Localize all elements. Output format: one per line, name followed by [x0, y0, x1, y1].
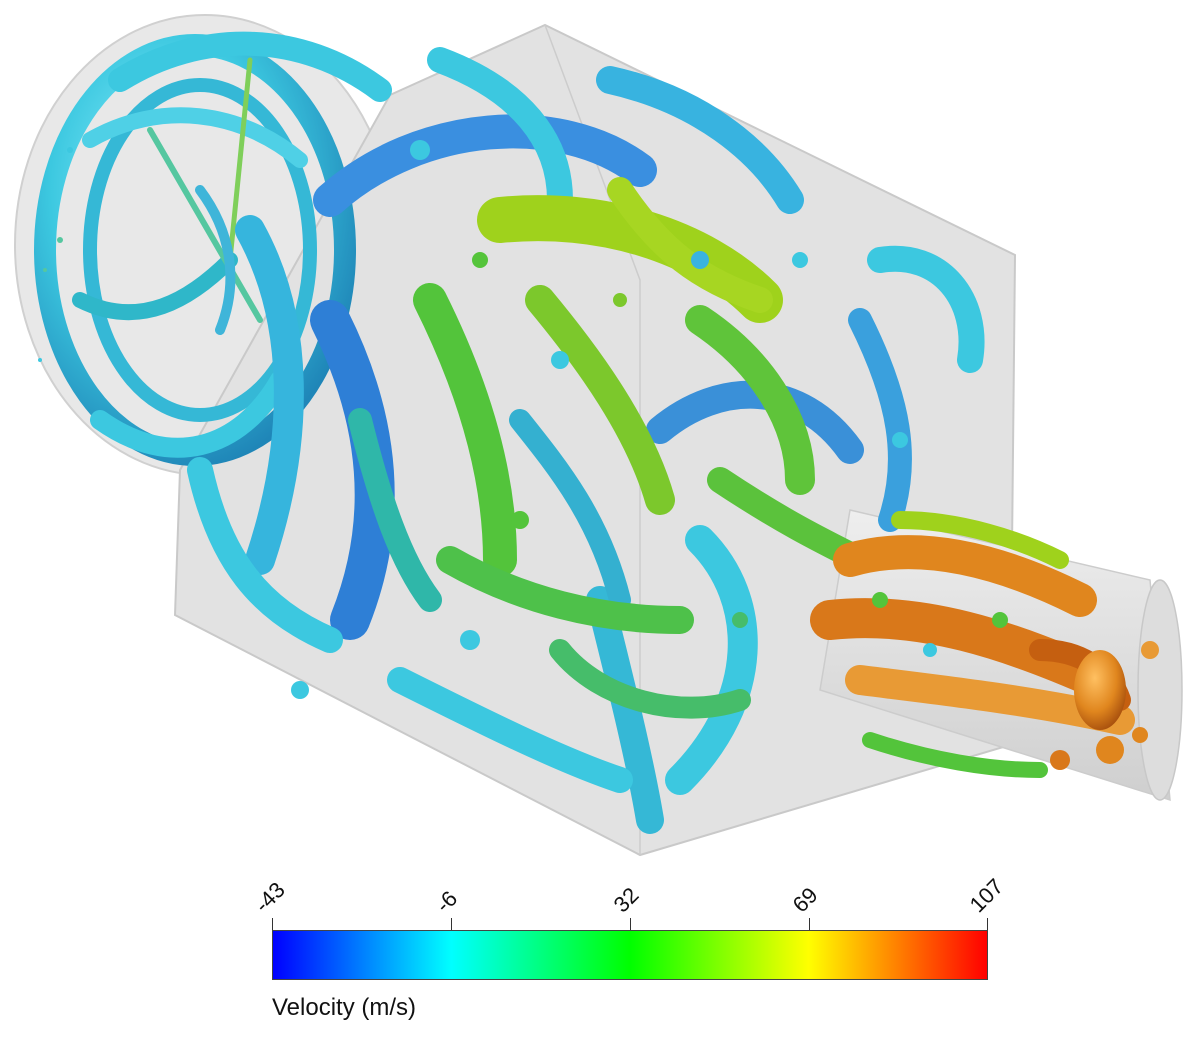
colorbar-title: Velocity (m/s) — [272, 994, 417, 1021]
colorbar-gradient — [272, 930, 988, 980]
colorbar-tick-mark — [451, 918, 452, 930]
colorbar-tick-mark — [987, 918, 988, 930]
colorbar-legend: -43 -6 32 69 107 Velocity (m/s) — [0, 860, 1200, 1041]
colorbar-tick-label: -6 — [430, 885, 463, 918]
colorbar-tick-mark — [809, 918, 810, 930]
colorbar-tick-label: 107 — [964, 873, 1009, 918]
colorbar-tick-mark — [630, 918, 631, 930]
main-chamber-housing — [173, 23, 1017, 857]
inlet-swirl-vortices — [34, 31, 392, 466]
outlet-fragments — [872, 592, 1159, 770]
colorbar-tick-label: 69 — [787, 882, 823, 918]
chamber-vortices-green — [348, 177, 873, 719]
vortex-fragments — [38, 140, 908, 699]
chamber-vortices-cyan — [187, 47, 985, 834]
colorbar-tick-mark — [272, 918, 273, 930]
vortex-isosurface-visualization — [14, 14, 1183, 857]
colorbar-tick-label: 32 — [608, 882, 644, 918]
colorbar-tick-label: -43 — [249, 877, 290, 918]
